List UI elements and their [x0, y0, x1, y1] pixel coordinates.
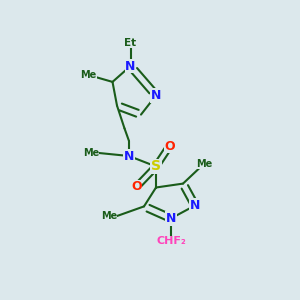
Text: Et: Et [124, 38, 136, 48]
Text: S: S [151, 160, 161, 173]
Text: Me: Me [196, 159, 212, 169]
Text: N: N [151, 89, 161, 102]
Text: Me: Me [101, 211, 117, 221]
Text: O: O [164, 140, 175, 153]
Text: N: N [166, 212, 176, 225]
Text: N: N [125, 59, 136, 73]
Text: Me: Me [83, 148, 99, 158]
Text: N: N [190, 199, 200, 212]
Text: Me: Me [80, 70, 97, 80]
Text: CHF₂: CHF₂ [156, 236, 186, 246]
Text: N: N [124, 149, 134, 163]
Text: O: O [131, 180, 142, 194]
